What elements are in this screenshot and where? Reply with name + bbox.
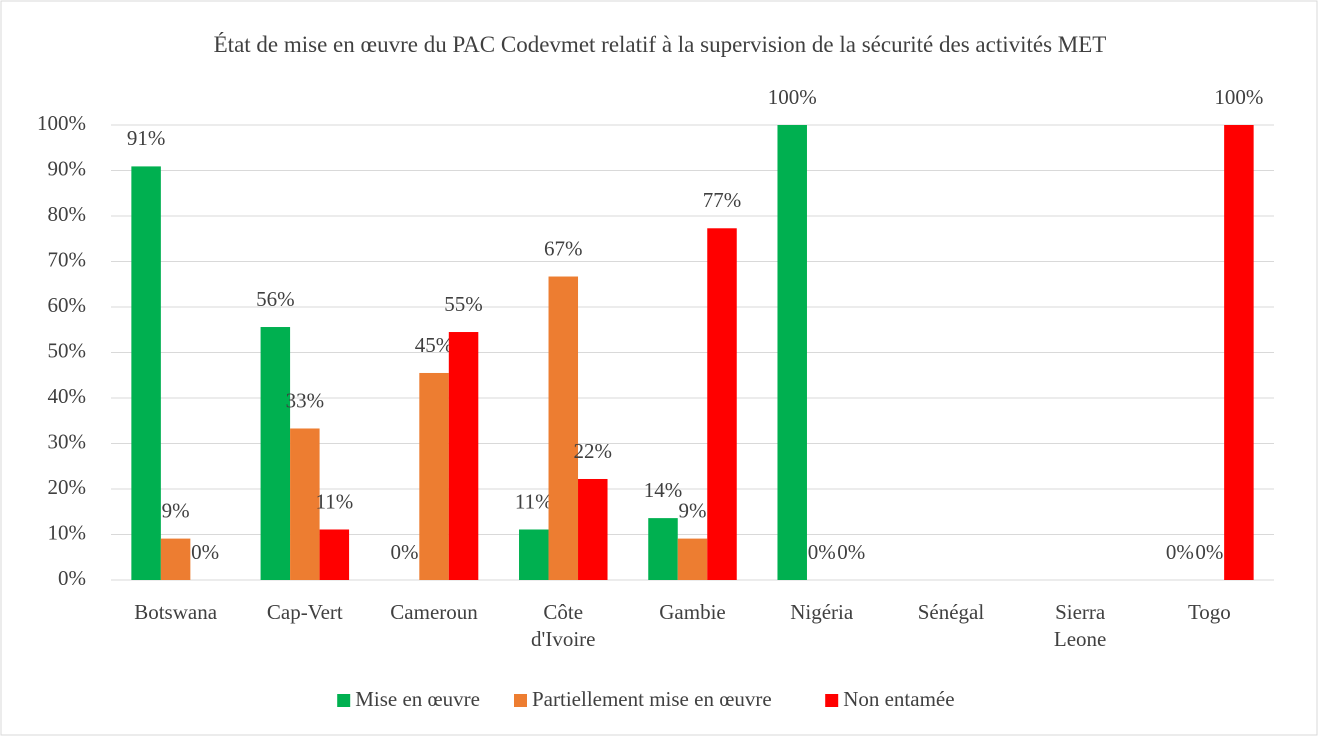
y-tick-label: 70% [48,247,87,271]
bar [548,276,579,580]
data-label: 9% [162,498,190,522]
data-label: 11% [315,489,353,513]
x-tick-label: Gambie [659,600,726,624]
legend-label: Mise en œuvre [355,687,480,711]
legend-swatch [514,694,527,707]
y-tick-label: 40% [48,384,87,408]
bar [319,529,350,580]
x-tick-label: Cap-Vert [266,600,343,624]
legend-swatch [337,694,351,707]
bar [777,125,807,580]
bar [131,166,161,580]
x-tick-label: Sierra Leone [1053,600,1107,651]
data-label: 0% [808,540,836,564]
data-label: 0% [1195,540,1223,564]
x-tick-label: Cameroun [390,600,478,624]
bar [260,327,291,580]
data-label: 0% [191,540,219,564]
x-tick-label: Nigéria [790,600,854,624]
x-tick-label: Togo [1187,600,1231,624]
data-label: 0% [837,540,865,564]
data-label: 45% [415,333,454,357]
data-label: 100% [1214,85,1263,109]
y-tick-label: 10% [48,520,87,544]
data-label: 100% [768,85,817,109]
data-label: 56% [256,287,295,311]
legend-label: Non entamée [843,687,954,711]
y-tick-label: 90% [48,156,87,180]
bar [419,372,449,580]
x-tick-label: Botswana [134,600,218,624]
data-label: 0% [391,540,419,564]
bar [519,529,549,580]
data-label: 33% [286,388,325,412]
bar [677,538,708,580]
y-tick-label: 30% [48,429,87,453]
data-label: 14% [644,478,683,502]
data-label: 77% [703,188,742,212]
bar [160,538,191,580]
data-label: 22% [574,439,613,463]
y-tick-label: 50% [48,338,87,362]
data-label: 0% [1166,540,1194,564]
y-tick-label: 80% [48,202,87,226]
y-tick-label: 0% [58,566,86,590]
bar [448,332,479,580]
y-tick-label: 60% [48,293,87,317]
bar [648,518,678,580]
bar [1224,125,1254,580]
chart-title: État de mise en œuvre du PAC Codevmet re… [213,32,1107,57]
data-label: 55% [444,292,483,316]
legend-swatch [825,694,839,707]
data-label: 9% [679,498,707,522]
bar [707,228,737,580]
bar [578,478,608,580]
x-tick-label: Sénégal [917,600,985,624]
legend-label: Partiellement mise en œuvre [532,687,772,711]
x-tick-label: Côte d'Ivoire [531,600,596,651]
data-label: 91% [127,126,166,150]
y-tick-label: 20% [48,475,87,499]
data-label: 67% [544,236,583,260]
bar [290,428,320,580]
data-label: 11% [515,489,553,513]
y-tick-label: 100% [37,111,86,135]
